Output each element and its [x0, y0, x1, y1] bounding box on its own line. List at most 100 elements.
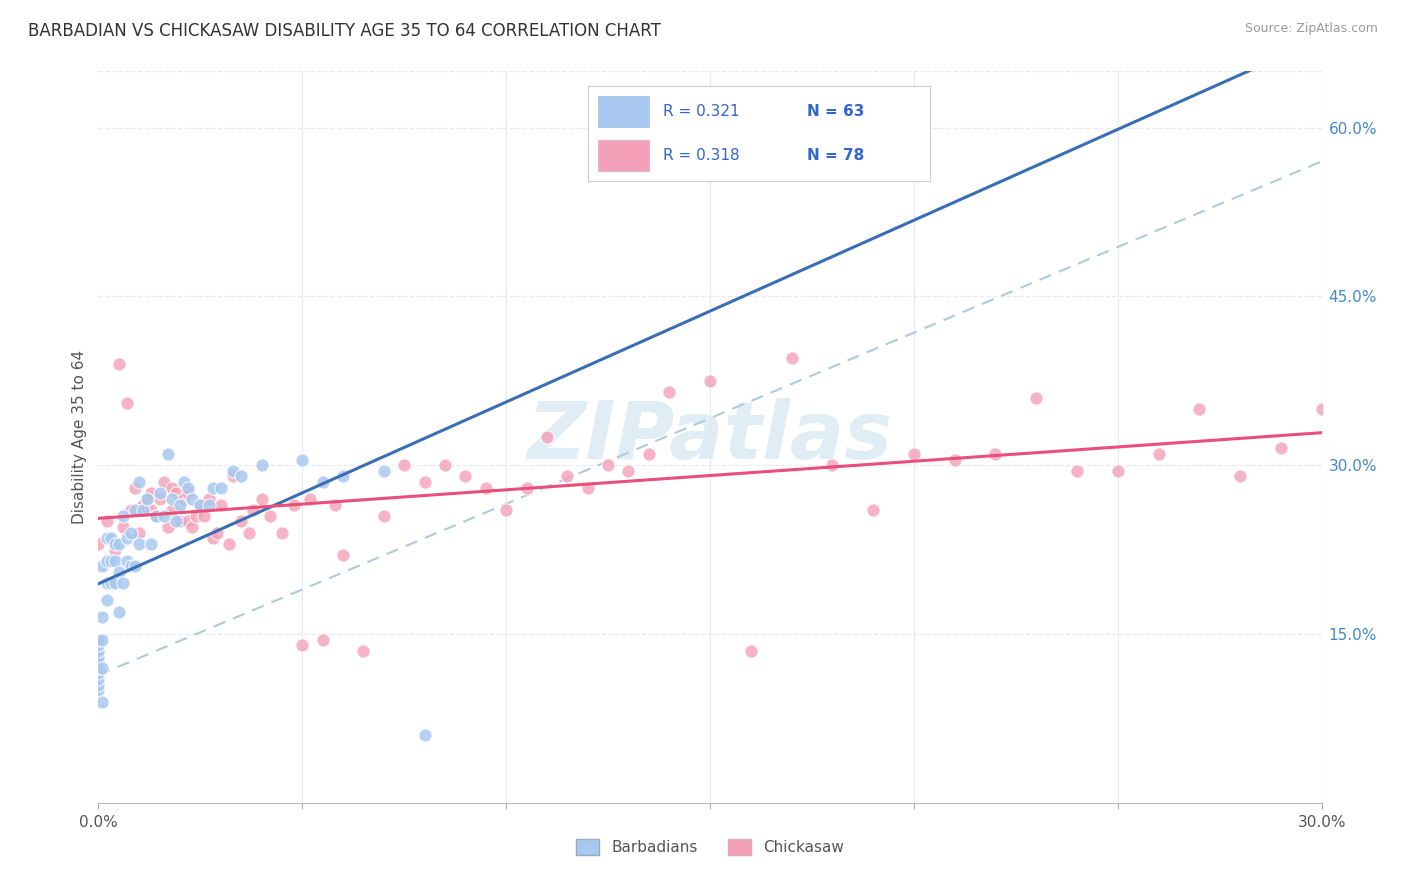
- Text: Source: ZipAtlas.com: Source: ZipAtlas.com: [1244, 22, 1378, 36]
- Text: ZIPatlas: ZIPatlas: [527, 398, 893, 476]
- Point: [821, 458, 844, 473]
- Point: [124, 503, 146, 517]
- Point: [250, 491, 273, 506]
- Point: [1066, 464, 1088, 478]
- Point: [231, 469, 253, 483]
- Point: [312, 632, 335, 647]
- Point: [100, 576, 122, 591]
- Point: [598, 458, 620, 473]
- Point: [149, 486, 172, 500]
- Point: [104, 554, 127, 568]
- Point: [165, 486, 187, 500]
- Point: [91, 694, 114, 708]
- Point: [87, 666, 110, 681]
- Point: [124, 481, 146, 495]
- Point: [115, 554, 138, 568]
- Point: [87, 672, 110, 686]
- Point: [104, 576, 127, 591]
- Point: [160, 503, 183, 517]
- Point: [111, 520, 134, 534]
- Point: [128, 475, 150, 489]
- Point: [259, 508, 281, 523]
- Point: [250, 458, 273, 473]
- Point: [156, 520, 179, 534]
- Point: [115, 532, 138, 546]
- Point: [177, 486, 200, 500]
- Point: [152, 475, 174, 489]
- Point: [222, 469, 245, 483]
- Point: [87, 644, 110, 658]
- Point: [516, 481, 538, 495]
- Point: [141, 503, 163, 517]
- Point: [434, 458, 457, 473]
- Point: [283, 498, 305, 512]
- Point: [87, 638, 110, 652]
- Point: [87, 678, 110, 692]
- Point: [193, 508, 215, 523]
- Point: [115, 396, 138, 410]
- Point: [124, 559, 146, 574]
- Point: [197, 498, 219, 512]
- Point: [984, 447, 1007, 461]
- Point: [617, 464, 640, 478]
- Point: [96, 515, 118, 529]
- Point: [1147, 447, 1170, 461]
- Point: [104, 542, 127, 557]
- Point: [1025, 391, 1047, 405]
- Point: [197, 491, 219, 506]
- Point: [332, 469, 354, 483]
- Point: [173, 491, 195, 506]
- Point: [111, 576, 134, 591]
- Point: [169, 515, 191, 529]
- Point: [780, 351, 803, 366]
- Point: [128, 537, 150, 551]
- Point: [495, 503, 517, 517]
- Point: [136, 491, 159, 506]
- Point: [373, 464, 395, 478]
- Point: [312, 475, 335, 489]
- Point: [862, 503, 884, 517]
- Y-axis label: Disability Age 35 to 64: Disability Age 35 to 64: [72, 350, 87, 524]
- Point: [392, 458, 416, 473]
- Point: [132, 498, 155, 512]
- Point: [181, 491, 204, 506]
- Point: [96, 576, 118, 591]
- Point: [87, 632, 110, 647]
- Point: [638, 447, 661, 461]
- Point: [413, 475, 436, 489]
- Point: [231, 515, 253, 529]
- Point: [96, 593, 118, 607]
- Point: [160, 481, 183, 495]
- Point: [291, 452, 314, 467]
- Point: [181, 520, 204, 534]
- Point: [165, 515, 187, 529]
- Point: [209, 498, 232, 512]
- Point: [270, 525, 294, 540]
- Point: [291, 638, 314, 652]
- Point: [128, 525, 150, 540]
- Point: [120, 503, 142, 517]
- Point: [186, 508, 208, 523]
- Point: [87, 655, 110, 669]
- Legend: Barbadians, Chickasaw: Barbadians, Chickasaw: [569, 833, 851, 861]
- Point: [87, 661, 110, 675]
- Point: [242, 503, 264, 517]
- Point: [173, 475, 195, 489]
- Point: [218, 537, 240, 551]
- Point: [169, 498, 191, 512]
- Point: [205, 525, 228, 540]
- Point: [177, 515, 200, 529]
- Point: [1188, 401, 1211, 416]
- Point: [91, 610, 114, 624]
- Point: [91, 632, 114, 647]
- Point: [903, 447, 925, 461]
- Point: [740, 644, 762, 658]
- Point: [108, 605, 131, 619]
- Point: [332, 548, 354, 562]
- Point: [141, 537, 163, 551]
- Point: [111, 508, 134, 523]
- Point: [188, 498, 212, 512]
- Point: [87, 683, 110, 698]
- Point: [238, 525, 260, 540]
- Point: [352, 644, 374, 658]
